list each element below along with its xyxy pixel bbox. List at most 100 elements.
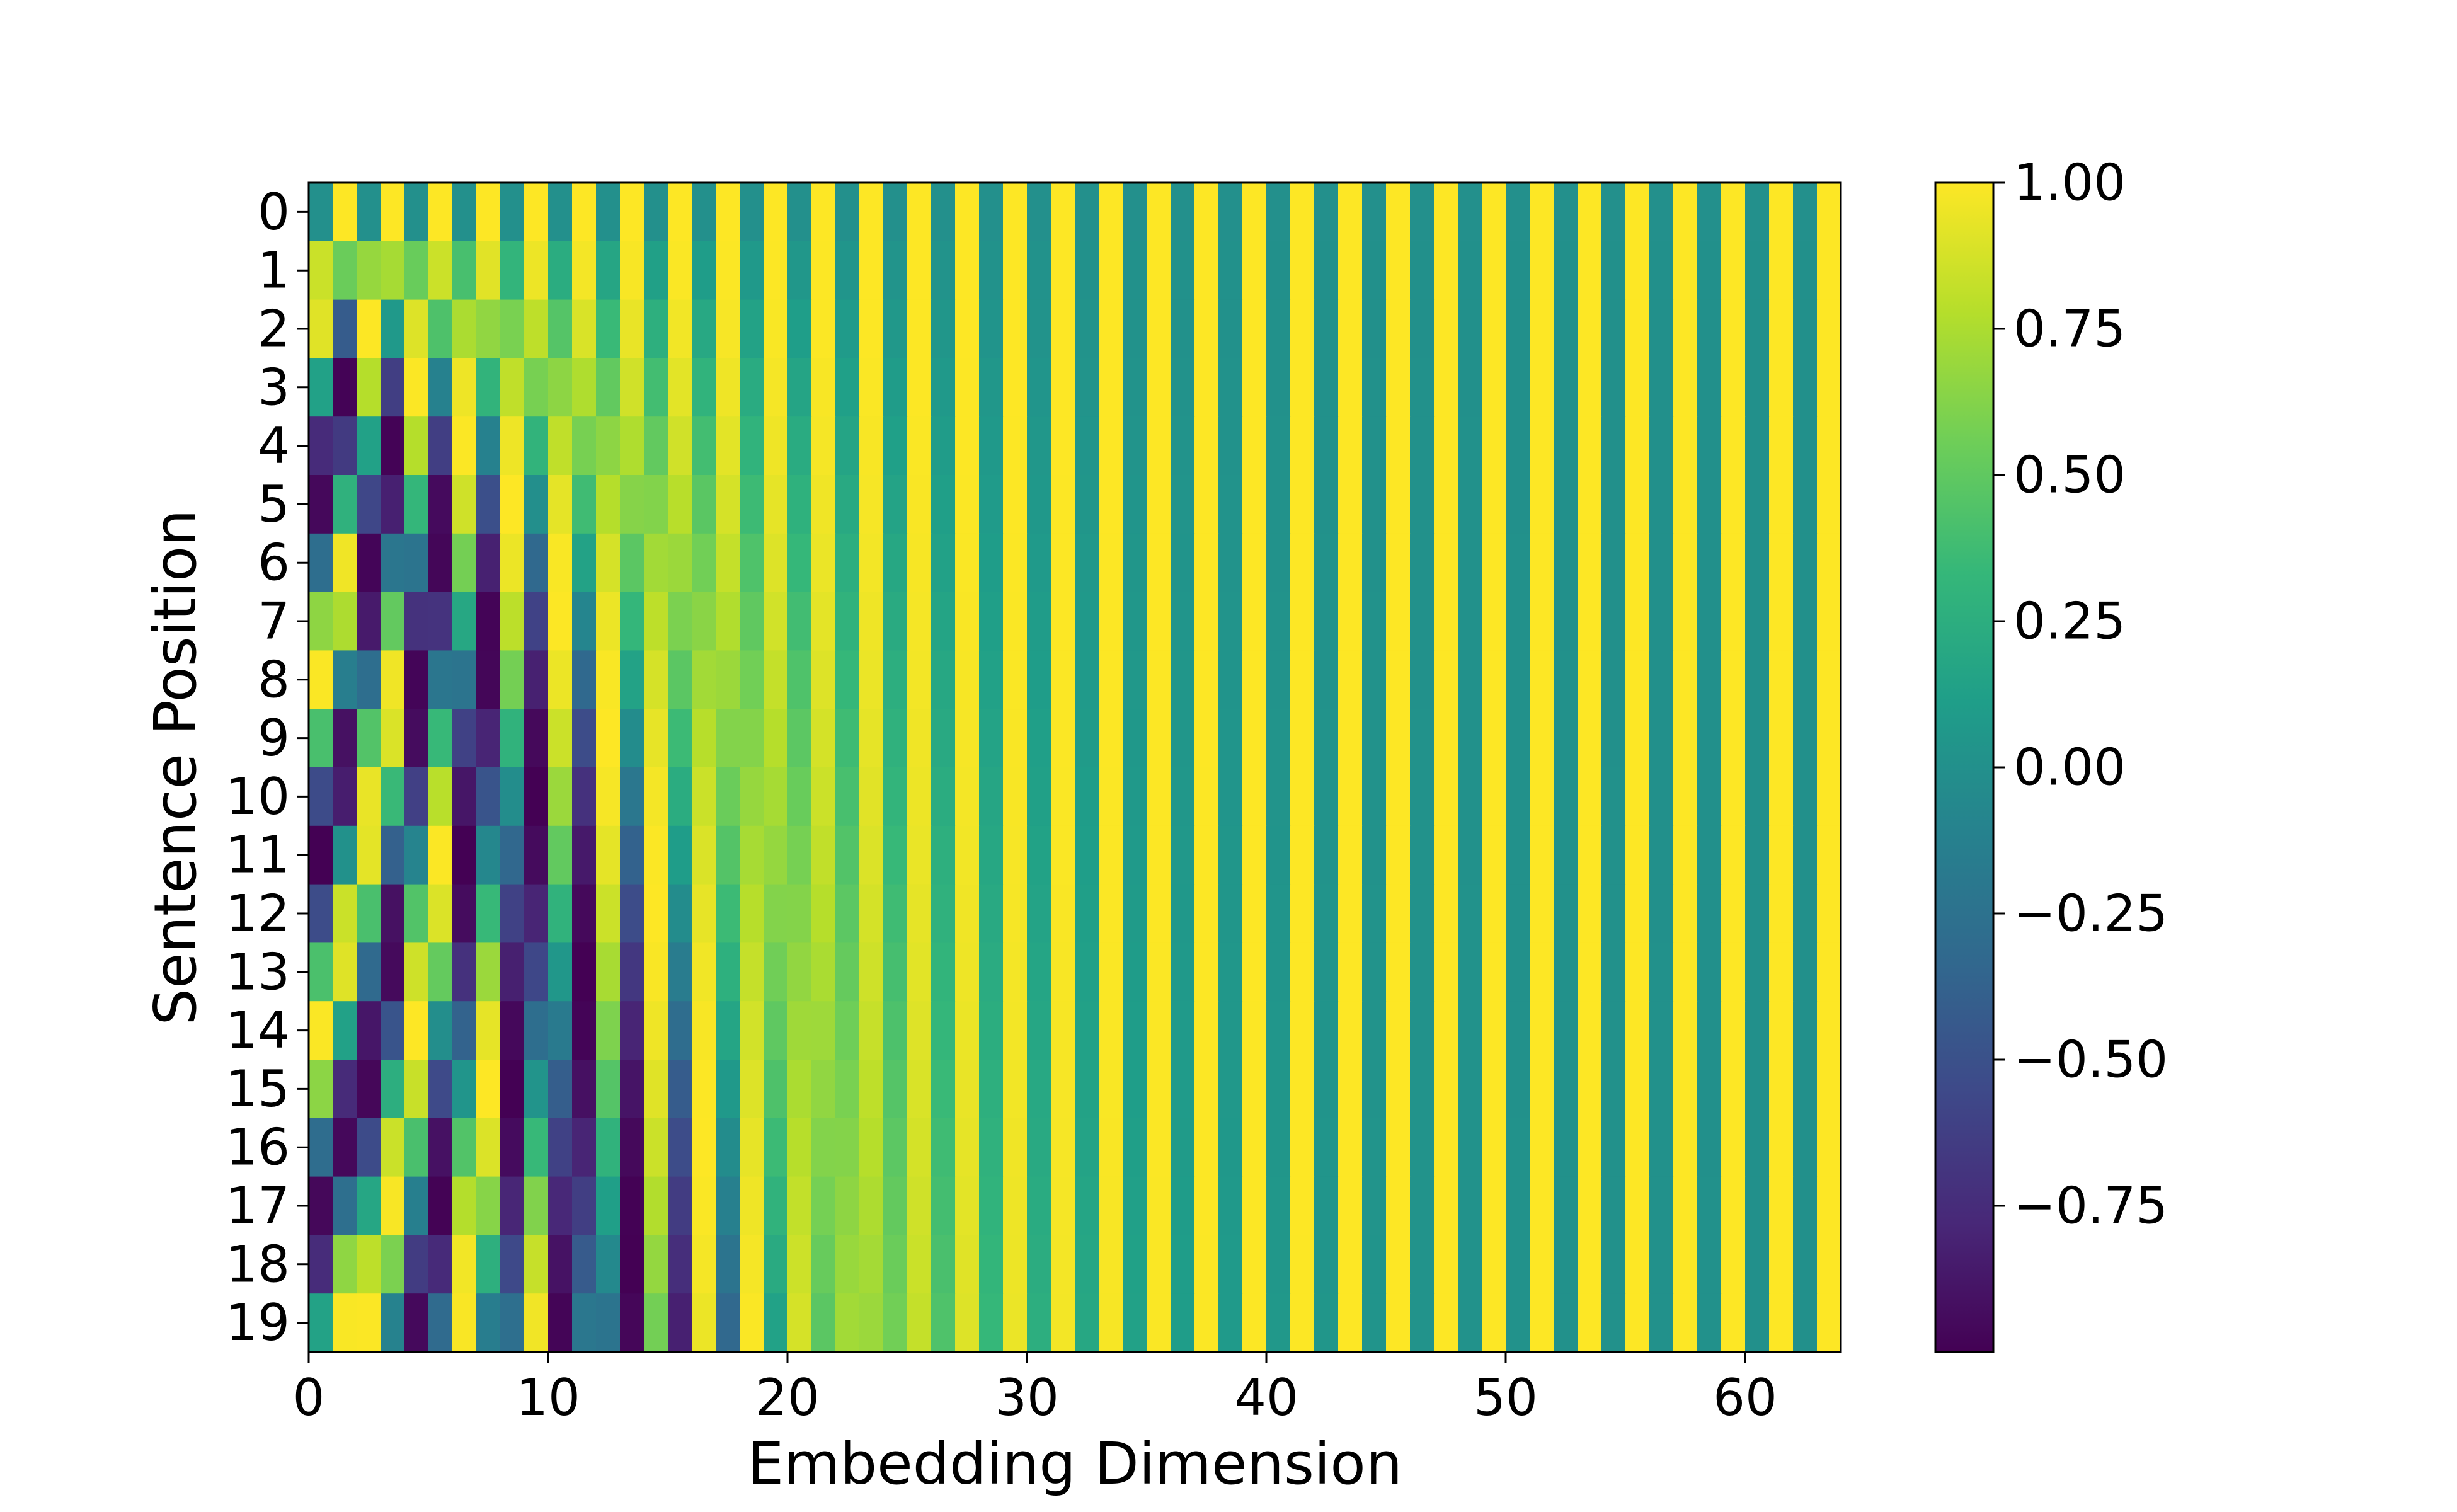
heatmap-cell	[572, 533, 597, 593]
heatmap-cell	[1266, 299, 1291, 358]
y-axis-label: Sentence Position	[142, 510, 209, 1026]
heatmap-cell	[668, 299, 692, 358]
heatmap-cell	[788, 1293, 812, 1353]
heatmap-cell	[907, 650, 932, 709]
heatmap-cell	[1601, 1118, 1626, 1177]
heatmap-cell	[740, 709, 764, 768]
y-tick-label: 13	[226, 942, 290, 1001]
heatmap-cell	[1123, 358, 1147, 417]
heatmap-cell	[1386, 592, 1411, 651]
heatmap-cell	[1123, 825, 1147, 885]
heatmap-cell	[1266, 709, 1291, 768]
heatmap-cell	[1194, 183, 1219, 242]
heatmap-cell	[1578, 1118, 1602, 1177]
heatmap-cell	[1410, 650, 1435, 709]
heatmap-cell	[1434, 358, 1458, 417]
heatmap-cell	[620, 884, 644, 943]
heatmap-cell	[357, 1001, 381, 1060]
heatmap-cell	[1338, 183, 1363, 242]
heatmap-cell	[452, 592, 477, 651]
colorbar-tick-label: 0.75	[2013, 300, 2126, 358]
heatmap-cell	[309, 241, 333, 301]
heatmap-cell	[1745, 650, 1770, 709]
heatmap-cell	[548, 299, 573, 358]
heatmap-cell	[955, 299, 980, 358]
heatmap-cell	[1266, 1118, 1291, 1177]
heatmap-cell	[1625, 1060, 1650, 1119]
heatmap-cell	[1266, 884, 1291, 943]
heatmap-cell	[1817, 1235, 1841, 1294]
heatmap-cell	[1745, 1235, 1770, 1294]
heatmap-cell	[1673, 533, 1698, 593]
heatmap-cell	[309, 1118, 333, 1177]
heatmap-cell	[931, 1176, 956, 1235]
heatmap-cell	[1625, 1176, 1650, 1235]
heatmap-cell	[1099, 475, 1123, 534]
heatmap-cell	[500, 650, 525, 709]
heatmap-cell	[1075, 1060, 1099, 1119]
heatmap-cell	[1673, 1118, 1698, 1177]
heatmap-cell	[452, 475, 477, 534]
heatmap-cell	[788, 241, 812, 301]
heatmap-cell	[1458, 650, 1482, 709]
heatmap-cell	[811, 825, 836, 885]
heatmap-cell	[1745, 241, 1770, 301]
heatmap-cell	[1314, 241, 1339, 301]
colorbar-tick-label: 0.50	[2013, 446, 2126, 505]
heatmap-cell	[1242, 1001, 1267, 1060]
heatmap-cell	[1458, 299, 1482, 358]
heatmap-cell	[1027, 416, 1051, 476]
heatmap-cell	[1218, 533, 1243, 593]
heatmap-cell	[859, 475, 884, 534]
heatmap-cell	[548, 1293, 573, 1353]
heatmap-cell	[644, 1176, 668, 1235]
heatmap-cell	[835, 475, 860, 534]
heatmap-cell	[428, 709, 453, 768]
heatmap-cell	[357, 1118, 381, 1177]
heatmap-cell	[333, 299, 357, 358]
heatmap-cell	[1194, 942, 1219, 1002]
heatmap-cell	[1003, 942, 1028, 1002]
heatmap-cell	[381, 650, 405, 709]
heatmap-cell	[1745, 416, 1770, 476]
heatmap-cell	[692, 1293, 716, 1353]
heatmap-cell	[1530, 533, 1554, 593]
heatmap-cell	[1434, 416, 1458, 476]
heatmap-cell	[1027, 533, 1051, 593]
heatmap-cell	[1266, 650, 1291, 709]
heatmap-cell	[1625, 884, 1650, 943]
heatmap-cell	[1075, 241, 1099, 301]
heatmap-cell	[788, 299, 812, 358]
heatmap-cell	[859, 650, 884, 709]
heatmap-cell	[955, 1235, 980, 1294]
x-tick-label: 40	[1234, 1368, 1298, 1427]
heatmap-cell	[1554, 884, 1578, 943]
heatmap-cell	[1027, 1293, 1051, 1353]
heatmap-cell	[883, 884, 908, 943]
heatmap-cell	[357, 709, 381, 768]
heatmap-cell	[835, 1118, 860, 1177]
heatmap-cell	[1171, 825, 1195, 885]
heatmap-cell	[1003, 475, 1028, 534]
heatmap-cell	[333, 884, 357, 943]
heatmap-cell	[1506, 183, 1530, 242]
heatmap-cell	[716, 533, 740, 593]
heatmap-cell	[1793, 767, 1818, 827]
heatmap-cell	[1171, 416, 1195, 476]
heatmap-cell	[476, 1118, 501, 1177]
heatmap-cell	[668, 1060, 692, 1119]
heatmap-cell	[1266, 1176, 1291, 1235]
heatmap-cell	[1697, 709, 1722, 768]
heatmap-cell	[1625, 533, 1650, 593]
heatmap-cell	[428, 1118, 453, 1177]
heatmap-cell	[788, 1235, 812, 1294]
heatmap-cell	[1673, 825, 1698, 885]
heatmap-cell	[1123, 241, 1147, 301]
heatmap-cell	[1817, 475, 1841, 534]
heatmap-cell	[1578, 650, 1602, 709]
heatmap-cell	[1099, 358, 1123, 417]
heatmap-cell	[1123, 299, 1147, 358]
heatmap-cell	[1697, 592, 1722, 651]
heatmap-cell	[716, 475, 740, 534]
heatmap-cell	[692, 709, 716, 768]
